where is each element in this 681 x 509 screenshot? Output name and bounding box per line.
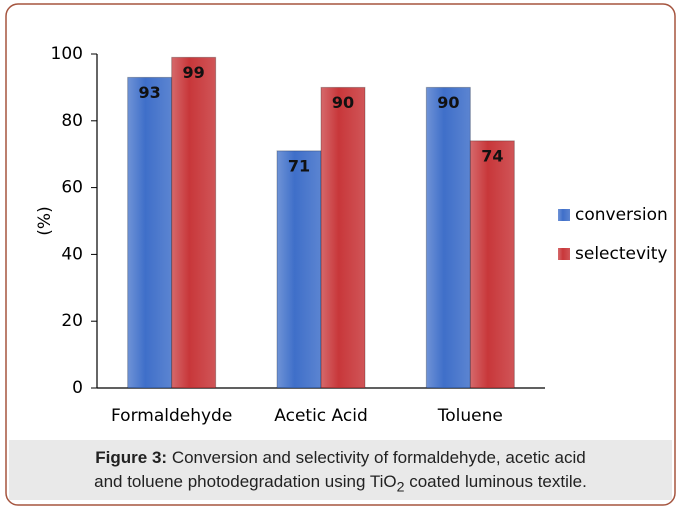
legend-label: conversion [575, 205, 668, 225]
caption: Figure 3: Conversion and selectivity of … [9, 440, 672, 500]
y-tick-label: 20 [61, 311, 83, 331]
data-label: 71 [288, 156, 310, 175]
bar [127, 76, 173, 389]
y-tick-label: 40 [61, 244, 83, 264]
caption-label: Figure 3: [95, 448, 168, 467]
bar [320, 86, 366, 389]
legend-swatch [558, 209, 570, 221]
caption-text: Conversion and selectivity of formaldehy… [171, 448, 586, 467]
x-tick-label: Toluene [437, 406, 503, 426]
bar [276, 150, 322, 389]
y-tick-label: 60 [61, 178, 83, 198]
y-axis-label: (%) [35, 206, 55, 235]
y-tick-label: 80 [61, 111, 83, 131]
legend-label: selectevity [575, 244, 667, 264]
bar [469, 140, 515, 389]
data-label: 90 [437, 93, 459, 112]
x-tick-label: Formaldehyde [111, 406, 232, 426]
data-label: 74 [481, 146, 503, 165]
bar [425, 86, 471, 389]
data-label: 99 [183, 63, 205, 82]
caption-sub: 2 [396, 479, 405, 496]
data-label: 93 [139, 83, 161, 102]
caption-text: coated luminous textile. [404, 472, 587, 491]
y-tick-label: 100 [51, 44, 83, 64]
x-tick-label: Acetic Acid [274, 406, 367, 426]
y-tick-label: 0 [72, 378, 83, 398]
bar [171, 56, 217, 389]
caption-text: and toluene photodegradation using TiO [94, 472, 397, 491]
data-label: 90 [332, 93, 354, 112]
legend-swatch [558, 248, 570, 260]
